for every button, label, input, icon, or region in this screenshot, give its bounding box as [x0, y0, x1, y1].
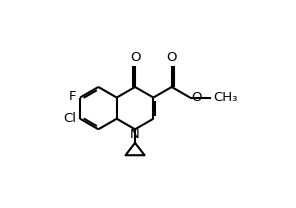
Text: Cl: Cl: [64, 112, 77, 125]
Text: N: N: [130, 128, 140, 141]
Text: O: O: [191, 91, 202, 104]
Text: O: O: [166, 51, 177, 64]
Text: F: F: [69, 90, 77, 103]
Text: O: O: [130, 51, 140, 64]
Text: CH₃: CH₃: [213, 91, 237, 104]
